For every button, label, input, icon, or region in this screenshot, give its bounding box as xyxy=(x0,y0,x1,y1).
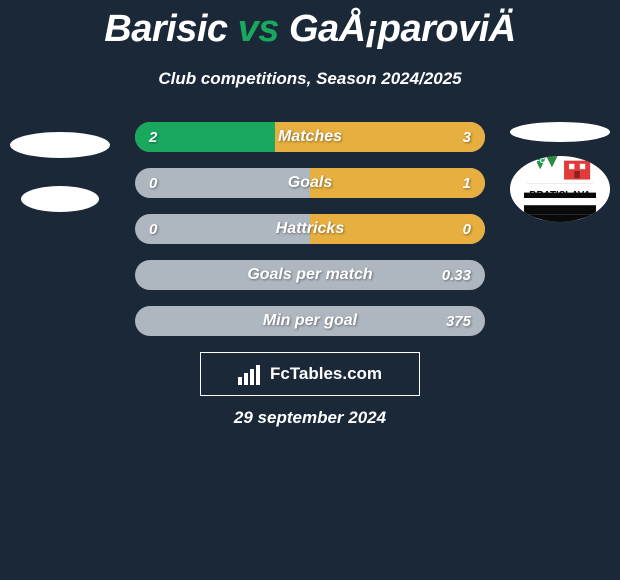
brand-text: FcTables.com xyxy=(270,364,382,384)
brand-box: FcTables.com xyxy=(200,352,420,396)
stat-value-left: 2 xyxy=(149,122,157,152)
stats-container: Matches23Goals01Hattricks00Goals per mat… xyxy=(135,122,485,352)
right-player-badge: BRATISLAVA FC xyxy=(510,122,610,222)
stat-value-right: 0.33 xyxy=(442,260,471,290)
stat-row: Goals0 1 xyxy=(135,168,485,198)
stat-label: Goals per match xyxy=(135,260,485,290)
brand-bars-icon xyxy=(238,363,264,385)
svg-text:FC: FC xyxy=(535,156,545,165)
stat-row: Goals per match0.33 xyxy=(135,260,485,290)
stat-value-left: 0 xyxy=(149,214,157,244)
stat-row: Min per goal375 xyxy=(135,306,485,336)
stat-value-right: 375 xyxy=(446,306,471,336)
club-badge: BRATISLAVA FC xyxy=(510,156,610,222)
stat-value-left: 0 xyxy=(149,168,157,198)
stat-row: Matches2 3 xyxy=(135,122,485,152)
vs-text: vs xyxy=(238,8,279,50)
placeholder-ellipse xyxy=(510,122,610,142)
stat-value-right: 3 xyxy=(463,122,471,152)
svg-text:BRATISLAVA: BRATISLAVA xyxy=(529,190,590,201)
stat-label: Matches xyxy=(135,122,485,152)
stat-label: Hattricks xyxy=(135,214,485,244)
club-crest-icon: BRATISLAVA FC xyxy=(515,156,605,222)
stat-value-right: 0 xyxy=(463,214,471,244)
player1-name: Barisic xyxy=(104,8,227,50)
stat-label: Goals xyxy=(135,168,485,198)
stat-value-right: 1 xyxy=(463,168,471,198)
placeholder-ellipse xyxy=(21,186,99,212)
subtitle: Club competitions, Season 2024/2025 xyxy=(0,69,620,89)
date-text: 29 september 2024 xyxy=(0,408,620,428)
left-player-badge xyxy=(10,122,110,222)
placeholder-ellipse xyxy=(10,132,110,158)
stat-label: Min per goal xyxy=(135,306,485,336)
comparison-title: Barisic vs GaÅ¡paroviÄ xyxy=(0,0,620,51)
stat-row: Hattricks0 0 xyxy=(135,214,485,244)
player2-name: GaÅ¡paroviÄ xyxy=(289,8,516,50)
